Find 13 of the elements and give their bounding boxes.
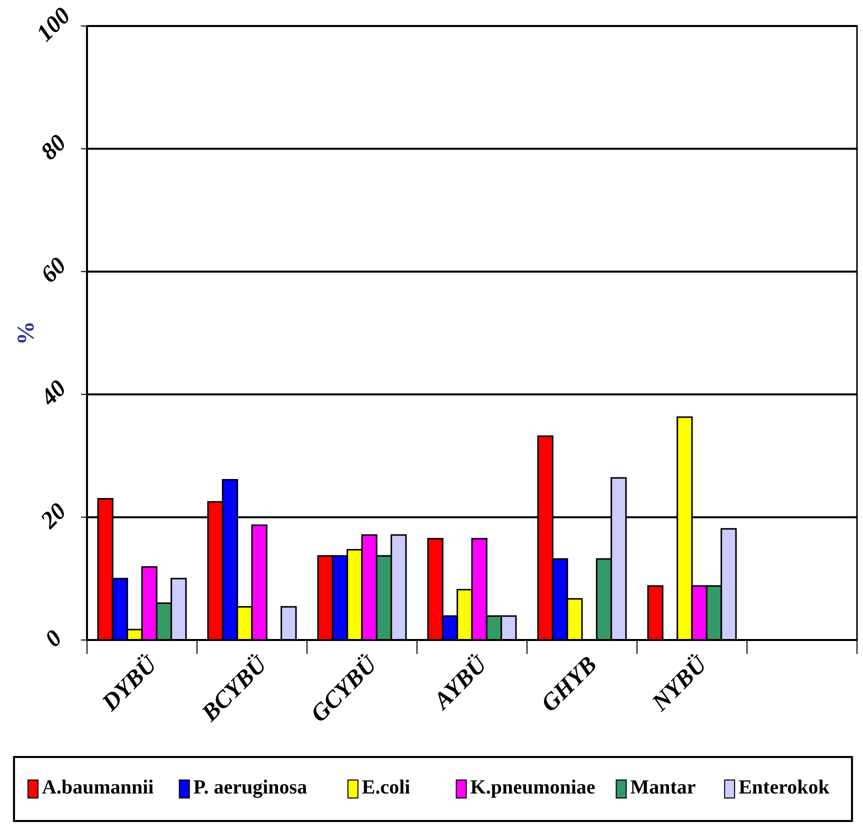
y-tick-label: 80 (36, 130, 72, 166)
legend-label: A.baumannii (42, 776, 154, 799)
y-tick-label: 100 (32, 3, 76, 47)
legend-label: K.pneumoniae (470, 776, 596, 799)
y-tick-label: 0 (40, 626, 68, 652)
legend-label: Enterokok (738, 776, 830, 799)
legend-label: E.coli (362, 776, 411, 799)
y-tick-label: 60 (36, 252, 72, 288)
y-axis-title: % (14, 321, 40, 345)
y-tick-label: 40 (36, 376, 72, 412)
legend-label: Mantar (630, 776, 696, 799)
legend-label: P. aeruginosa (193, 776, 308, 799)
y-tick-label: 20 (36, 498, 72, 535)
